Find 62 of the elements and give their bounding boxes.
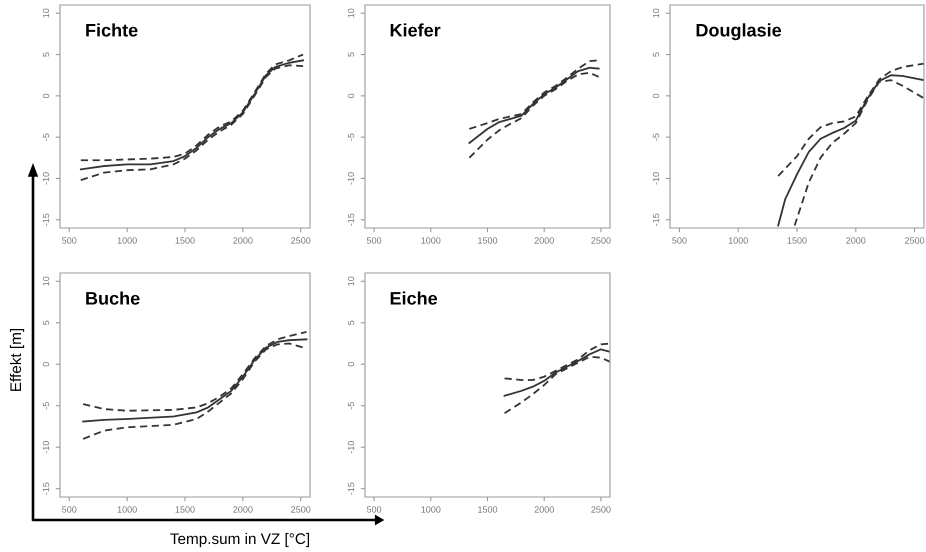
x-tick-label: 1500 [176, 506, 195, 513]
y-tick-label: -15 [42, 214, 50, 226]
x-tick-label: 500 [366, 506, 382, 513]
y-tick-label: 0 [652, 94, 660, 98]
y-tick-label: -10 [42, 441, 50, 454]
y-tick-label: -5 [42, 134, 50, 141]
x-tick-label: 2500 [591, 237, 611, 244]
y-tick-label: 10 [348, 8, 354, 18]
x-axis-title: Temp.sum in VZ [°C] [170, 532, 310, 548]
y-tick-label: -10 [42, 172, 50, 185]
y-tick-label: 10 [42, 8, 50, 18]
y-tick-label: -5 [348, 134, 354, 141]
y-tick-label: -10 [348, 172, 354, 185]
y-tick-label: -15 [652, 214, 660, 226]
x-tick-label: 1000 [421, 237, 440, 244]
x-tick-label: 500 [62, 506, 76, 513]
y-axis-title: Effekt [m] [10, 328, 24, 391]
x-tick-label: 2500 [591, 506, 611, 513]
y-tick-label: -5 [348, 402, 354, 410]
y-tick-label: 10 [652, 8, 660, 18]
x-tick-label: 2000 [233, 506, 253, 513]
y-tick-label: 0 [348, 362, 354, 366]
x-tick-label: 2000 [534, 506, 554, 513]
x-tick-label: 500 [672, 237, 687, 244]
y-tick-label: 0 [42, 94, 50, 98]
y-tick-label: 5 [42, 320, 50, 325]
x-tick-label: 1000 [118, 237, 137, 244]
y-tick-label: 10 [348, 276, 354, 286]
x-tick-label: 1000 [728, 237, 748, 244]
y-tick-label: 0 [42, 362, 50, 366]
x-tick-label: 1000 [118, 506, 137, 513]
x-tick-label: 1500 [478, 506, 498, 513]
x-tick-label: 2500 [905, 237, 924, 244]
x-tick-label: 1500 [176, 237, 195, 244]
x-tick-label: 2000 [846, 237, 866, 244]
y-tick-label: 5 [348, 52, 354, 57]
y-tick-label: -15 [348, 482, 354, 495]
x-tick-label: 1500 [478, 237, 498, 244]
y-tick-label: 5 [652, 52, 660, 57]
x-tick-label: 1500 [788, 237, 807, 244]
x-tick-label: 2000 [233, 237, 253, 244]
y-tick-label: -15 [348, 214, 354, 226]
text: Douglasie [696, 23, 782, 40]
x-tick-label: 2500 [291, 237, 310, 244]
y-tick-label: -5 [652, 134, 660, 141]
y-tick-label: 10 [42, 276, 50, 286]
y-tick-label: -10 [652, 172, 660, 185]
y-tick-label: 5 [348, 320, 354, 325]
x-tick-label: 2000 [534, 237, 554, 244]
y-tick-label: -15 [42, 482, 50, 495]
y-tick-label: 0 [348, 94, 354, 98]
x-tick-label: 1000 [421, 506, 440, 513]
x-tick-label: 2500 [291, 506, 310, 513]
text: Kiefer [390, 23, 440, 37]
x-tick-label: 500 [62, 237, 76, 244]
y-tick-label: 5 [42, 52, 50, 57]
text: Fichte [86, 23, 138, 37]
y-tick-label: -5 [42, 402, 50, 410]
y-tick-label: -10 [348, 441, 354, 454]
text: Buche [86, 291, 140, 305]
x-tick-label: 500 [366, 237, 382, 244]
text: Eiche [390, 291, 438, 305]
